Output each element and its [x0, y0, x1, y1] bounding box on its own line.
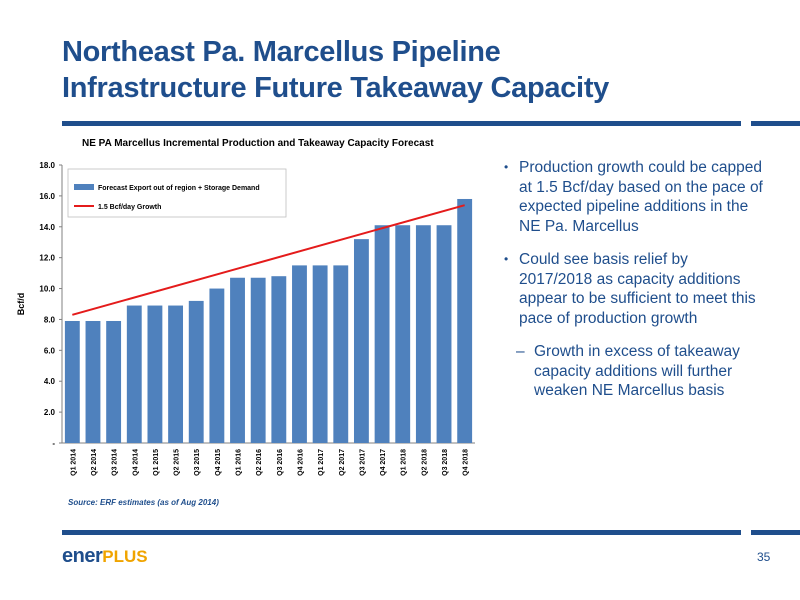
- bar-q2-2015: [168, 305, 184, 443]
- title-line-1: Northeast Pa. Marcellus Pipeline: [62, 36, 501, 68]
- bottom-divider-right: [751, 530, 800, 535]
- sub-bullet-text: Growth in excess of takeaway capacity ad…: [534, 343, 740, 399]
- bottom-divider: [62, 530, 741, 535]
- y-tick-label: -: [52, 439, 55, 448]
- x-tick-label: Q3 2018: [442, 449, 449, 476]
- bullet-2: • Could see basis relief by 2017/2018 as…: [504, 250, 764, 328]
- bullet-1-text: Production growth could be capped at 1.5…: [519, 159, 763, 235]
- bar-q2-2018: [415, 225, 431, 443]
- x-tick-label: Q2 2017: [339, 449, 346, 476]
- bar-q4-2018: [457, 198, 473, 443]
- bar-q1-2014: [64, 320, 80, 443]
- x-tick-label: Q1 2014: [70, 449, 77, 476]
- x-tick-label: Q4 2014: [132, 449, 139, 476]
- x-tick-label: Q3 2017: [359, 449, 366, 476]
- x-tick-label: Q4 2017: [380, 449, 387, 476]
- bar-chart: - 2.0 4.0 6.0 8.0 10.0 12.0 14.0 16.0 18.0 Bcf/d Q1…: [16, 161, 475, 476]
- bullet-2-text: Could see basis relief by 2017/2018 as c…: [519, 251, 756, 327]
- bar-q1-2018: [395, 225, 411, 443]
- x-tick-label: Q1 2015: [153, 449, 160, 476]
- chart-source: Source: ERF estimates (as of Aug 2014): [68, 498, 219, 507]
- trend-line-1-5-bcf: [72, 204, 465, 316]
- page-title: Northeast Pa. Marcellus Pipeline Infrast…: [62, 34, 609, 106]
- x-tick-label: Q2 2015: [174, 449, 181, 476]
- bar-q1-2016: [230, 277, 245, 443]
- bar-q2-2014: [85, 320, 101, 443]
- logo-plus: PLUS: [102, 547, 148, 566]
- bullet-1: • Production growth could be capped at 1…: [504, 158, 764, 236]
- y-tick-label: 14.0: [39, 223, 55, 232]
- x-tick-label: Q3 2015: [194, 449, 201, 476]
- x-tick-label: Q1 2016: [236, 449, 243, 476]
- y-tick-label: 2.0: [44, 408, 56, 417]
- x-tick-label: Q2 2016: [256, 449, 263, 476]
- top-divider-right: [751, 121, 800, 126]
- page-number: 35: [757, 550, 771, 564]
- x-tick-label: Q4 2015: [215, 449, 222, 476]
- x-tick-label: Q3 2014: [112, 449, 119, 476]
- bar-q3-2015: [188, 300, 204, 443]
- x-tick-label: Q2 2014: [91, 449, 98, 476]
- bar-q3-2014: [106, 320, 122, 443]
- title-line-2: Infrastructure Future Takeaway Capacity: [62, 72, 610, 104]
- logo-text: ener: [62, 545, 103, 567]
- bar-q4-2014: [126, 305, 142, 443]
- chart-title: NE PA Marcellus Incremental Production a…: [82, 138, 434, 149]
- enerplus-logo: enerPLUS: [62, 545, 148, 568]
- bar-q3-2016: [271, 276, 287, 443]
- y-tick-label: 18.0: [39, 161, 55, 170]
- bar-q4-2015: [209, 288, 225, 443]
- y-tick-label: 12.0: [39, 254, 55, 263]
- y-tick-label: 8.0: [44, 315, 56, 324]
- y-tick-label: 6.0: [44, 346, 56, 355]
- x-tick-label: Q4 2018: [463, 449, 470, 476]
- bar-q1-2017: [312, 265, 328, 443]
- bar-q2-2017: [333, 265, 349, 443]
- dash-icon: –: [516, 343, 525, 360]
- y-tick-label: 16.0: [39, 192, 55, 201]
- y-tick-label: 4.0: [44, 377, 56, 386]
- x-tick-label: Q1 2017: [318, 449, 325, 476]
- x-tick-label: Q3 2016: [277, 449, 284, 476]
- bullet-list: • Production growth could be capped at 1…: [504, 158, 764, 401]
- bar-q4-2016: [292, 265, 307, 443]
- bar-q3-2017: [353, 239, 369, 443]
- y-tick-label: 10.0: [39, 285, 55, 294]
- x-tick-label: Q2 2018: [421, 449, 428, 476]
- bar-q4-2017: [374, 225, 390, 443]
- bullet-dot-icon: •: [504, 160, 509, 174]
- y-axis-label: Bcf/d: [16, 293, 26, 316]
- bar-q2-2016: [250, 277, 266, 443]
- legend-box: [67, 168, 287, 218]
- bar-q1-2015: [147, 305, 163, 443]
- legend-swatch-bar: [74, 184, 94, 190]
- x-tick-label: Q1 2018: [401, 449, 408, 476]
- x-tick-label: Q4 2016: [297, 449, 304, 476]
- legend-label-line: 1.5 Bcf/day Growth: [98, 204, 161, 211]
- sub-bullet: – Growth in excess of takeaway capacity …: [504, 342, 764, 401]
- bullet-dot-icon: •: [504, 252, 509, 266]
- bar-q3-2018: [436, 225, 452, 443]
- legend-label-bar: Forecast Export out of region + Storage …: [98, 185, 260, 192]
- top-divider: [62, 121, 741, 126]
